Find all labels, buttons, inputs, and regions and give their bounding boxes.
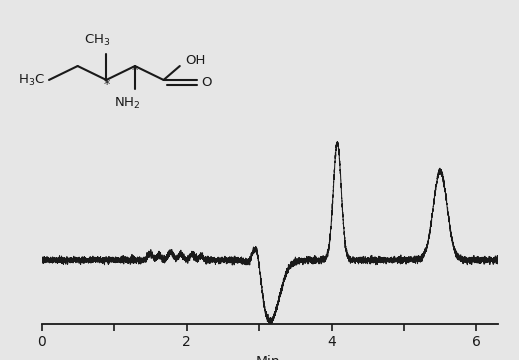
Text: $\rm CH_3$: $\rm CH_3$ [85,33,111,48]
Text: O: O [201,76,211,89]
Text: OH: OH [185,54,205,67]
Text: *: * [132,64,138,77]
Text: $\rm NH_2$: $\rm NH_2$ [114,95,141,111]
Text: *: * [103,78,110,91]
X-axis label: Min.: Min. [255,355,284,360]
Text: $\rm H_3C$: $\rm H_3C$ [18,72,45,87]
